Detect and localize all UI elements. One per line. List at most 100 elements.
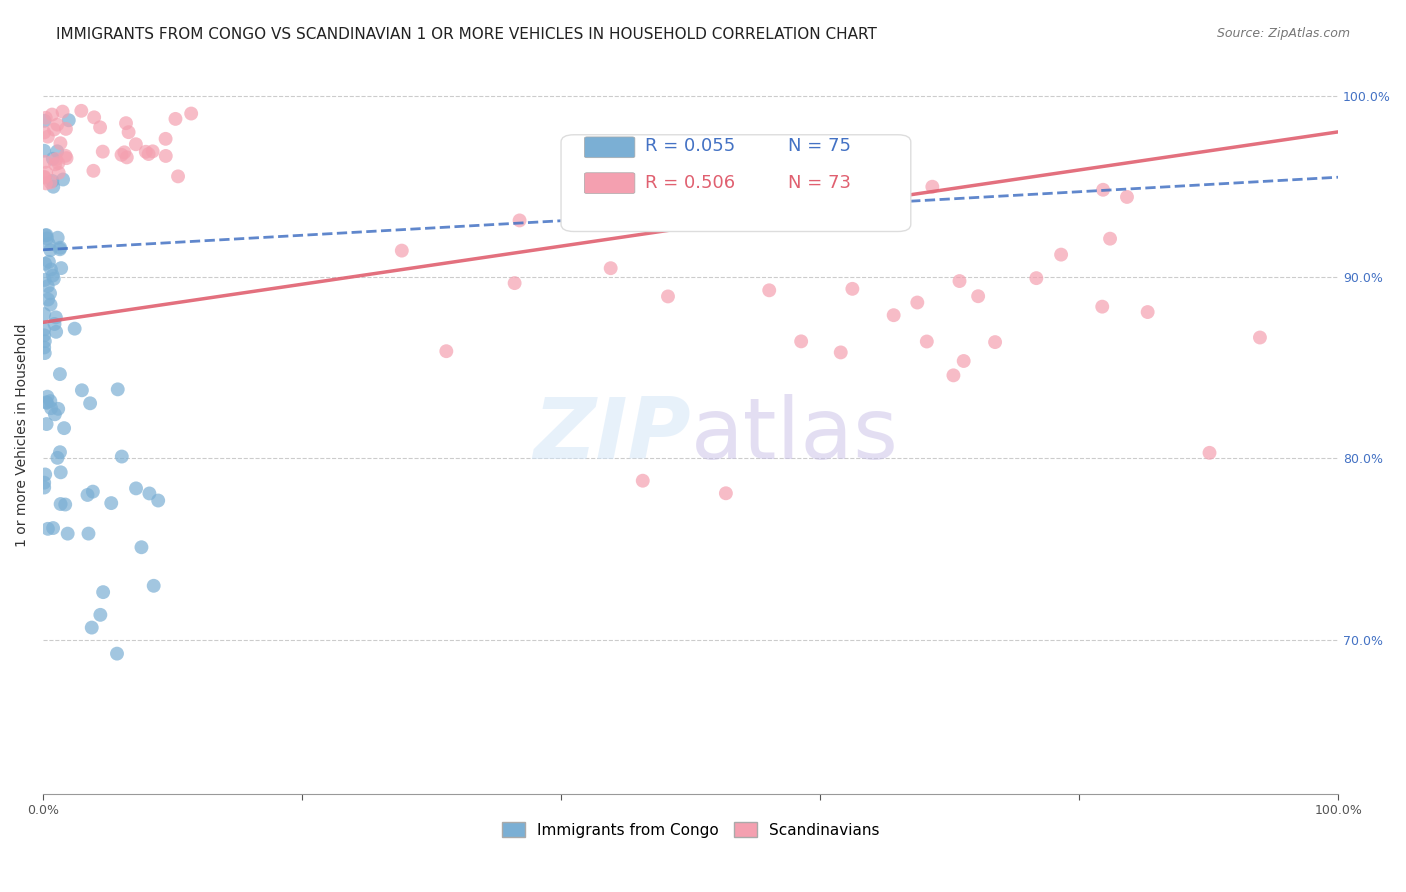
FancyBboxPatch shape — [585, 173, 636, 194]
Point — [952, 354, 974, 368]
Point — [34, 154, 56, 169]
Point — [42, 272, 65, 286]
Point — [631, 474, 654, 488]
Point — [79, 396, 101, 410]
Point — [89, 607, 111, 622]
Point — [155, 149, 177, 163]
Text: N = 73: N = 73 — [787, 174, 851, 192]
Point — [37, 522, 59, 536]
Point — [41, 174, 63, 188]
Point — [125, 137, 148, 152]
Point — [55, 151, 77, 165]
Point — [32, 341, 55, 355]
Text: ZIP: ZIP — [533, 394, 690, 477]
Point — [44, 317, 66, 331]
Point — [32, 475, 55, 490]
Point — [34, 346, 56, 360]
Point — [657, 289, 679, 303]
Point — [35, 177, 58, 191]
Point — [34, 257, 56, 271]
Text: IMMIGRANTS FROM CONGO VS SCANDINAVIAN 1 OR MORE VEHICLES IN HOUSEHOLD CORRELATIO: IMMIGRANTS FROM CONGO VS SCANDINAVIAN 1 … — [56, 27, 877, 42]
Point — [46, 450, 69, 465]
Point — [58, 113, 80, 128]
Point — [1198, 446, 1220, 460]
Point — [883, 308, 905, 322]
Point — [165, 112, 187, 126]
Point — [391, 244, 413, 258]
Point — [42, 152, 65, 166]
Point — [714, 486, 737, 500]
Point — [82, 163, 104, 178]
Point — [942, 368, 965, 383]
Point — [131, 541, 153, 555]
Point — [53, 421, 76, 435]
Point — [35, 111, 58, 125]
Point — [42, 122, 65, 136]
Point — [599, 261, 621, 276]
Text: N = 75: N = 75 — [787, 136, 851, 154]
Point — [34, 228, 56, 243]
Point — [984, 335, 1007, 350]
Point — [39, 297, 62, 311]
Point — [39, 262, 62, 277]
Point — [32, 169, 55, 184]
Text: R = 0.506: R = 0.506 — [645, 174, 735, 192]
Point — [841, 282, 863, 296]
Point — [80, 621, 103, 635]
Point — [37, 279, 59, 293]
Point — [42, 521, 65, 535]
Point — [115, 116, 138, 130]
Point — [155, 132, 177, 146]
Point — [49, 241, 72, 255]
Point — [53, 498, 76, 512]
Point — [115, 150, 138, 164]
Point — [35, 396, 58, 410]
Point — [52, 104, 75, 119]
Legend: Immigrants from Congo, Scandinavians: Immigrants from Congo, Scandinavians — [495, 815, 886, 844]
Point — [37, 293, 59, 307]
Point — [46, 118, 69, 132]
Point — [125, 482, 148, 496]
Point — [82, 484, 104, 499]
Point — [1099, 232, 1122, 246]
Point — [32, 144, 55, 158]
FancyBboxPatch shape — [585, 136, 636, 158]
Point — [32, 328, 55, 343]
Point — [110, 148, 132, 162]
Point — [45, 152, 67, 166]
Point — [49, 445, 72, 459]
Point — [915, 334, 938, 349]
Point — [1249, 330, 1271, 344]
Point — [117, 125, 139, 139]
Point — [46, 231, 69, 245]
Point — [48, 166, 70, 180]
Point — [32, 481, 55, 495]
Point — [111, 450, 134, 464]
Point — [38, 236, 60, 251]
Point — [34, 334, 56, 349]
Point — [39, 243, 62, 257]
Point — [55, 121, 77, 136]
Point — [38, 255, 60, 269]
Point — [89, 120, 111, 135]
Point — [503, 276, 526, 290]
Point — [49, 367, 72, 381]
Point — [434, 344, 457, 359]
Text: atlas: atlas — [690, 394, 898, 477]
Point — [49, 242, 72, 256]
Point — [32, 307, 55, 321]
Point — [32, 126, 55, 140]
Point — [51, 261, 73, 276]
Point — [37, 129, 59, 144]
Point — [49, 136, 72, 151]
Point — [91, 585, 114, 599]
Point — [49, 497, 72, 511]
Point — [34, 467, 56, 482]
Point — [1091, 300, 1114, 314]
Point — [41, 107, 63, 121]
FancyBboxPatch shape — [561, 135, 911, 232]
Point — [39, 286, 62, 301]
Point — [758, 283, 780, 297]
Point — [905, 295, 928, 310]
Point — [34, 113, 56, 128]
